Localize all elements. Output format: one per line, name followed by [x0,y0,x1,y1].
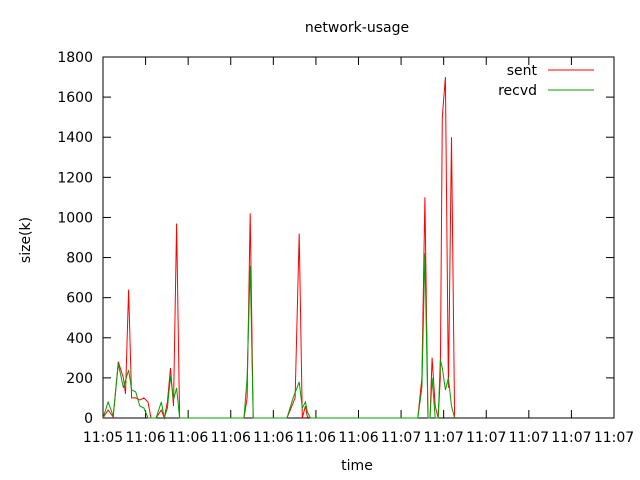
x-tick-label: 11:06 [168,430,208,446]
x-tick-label: 11:07 [466,430,506,446]
legend-label-recvd: recvd [498,83,537,99]
x-tick-label: 11:07 [509,430,549,446]
legend: sent recvd [498,63,594,99]
y-tick-label: 800 [66,251,93,267]
y-tick-label: 400 [66,331,93,347]
x-tick-label: 11:07 [381,430,421,446]
y-tick-label: 1200 [57,170,93,186]
x-axis-label: time [341,458,373,474]
x-tick-label: 11:07 [423,430,463,446]
x-tick-label: 11:06 [125,430,165,446]
chart-title: network-usage [305,20,409,36]
y-tick-label: 1800 [57,50,93,66]
y-tick-label: 200 [66,371,93,387]
legend-label-sent: sent [507,63,538,79]
y-tick-label: 1000 [57,210,93,226]
x-tick-label: 11:05 [83,430,123,446]
x-tick-label: 11:06 [211,430,251,446]
x-tick-label: 11:06 [253,430,293,446]
series-layer [102,77,456,420]
y-ticks: 0 200 400 600 800 1000 1200 1400 1600 1800 [57,50,614,427]
y-tick-label: 1600 [57,90,93,106]
y-tick-label: 1400 [57,130,93,146]
x-axis-label-group: time [341,458,373,474]
y-tick-label: 0 [84,411,93,427]
y-axis-label-group: size(k) [18,217,34,263]
x-ticks: 11:05 11:06 11:06 11:06 11:06 11:06 11:06 11:07… [83,57,634,446]
y-axis-label: size(k) [18,217,34,263]
x-tick-label: 11:07 [594,430,634,446]
x-tick-label: 11:06 [338,430,378,446]
x-tick-label: 11:06 [296,430,336,446]
y-tick-label: 600 [66,291,93,307]
series-line-recvd [102,253,456,419]
x-tick-label: 11:07 [551,430,591,446]
